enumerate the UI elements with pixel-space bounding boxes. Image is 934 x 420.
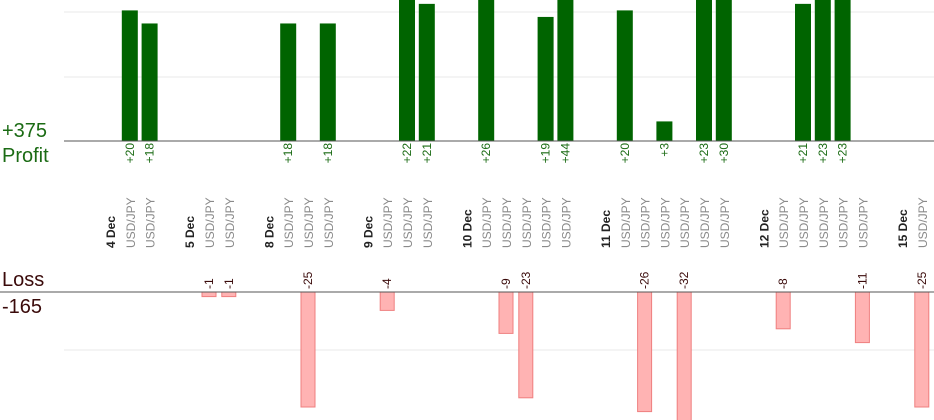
pair-label: USD/JPY <box>223 197 237 248</box>
loss-value-label: -1 <box>222 278 236 289</box>
loss-value-label: -32 <box>677 271 691 289</box>
pair-label: USD/JPY <box>520 197 534 248</box>
loss-bar <box>221 291 237 298</box>
profit-label: Profit <box>2 145 49 167</box>
loss-bar <box>518 291 534 399</box>
profit-bar <box>814 0 831 142</box>
loss-bar <box>676 291 692 420</box>
pair-label: USD/JPY <box>619 197 633 248</box>
profit-value-label: +21 <box>420 143 434 164</box>
loss-bar <box>775 291 791 330</box>
pair-label: USD/JPY <box>203 197 217 248</box>
loss-value-label: -26 <box>638 271 652 289</box>
loss-bar <box>201 291 217 298</box>
date-label: 10 Dec <box>460 209 474 248</box>
profit-bar <box>557 0 574 141</box>
profit-bar <box>656 121 673 141</box>
loss-value-label: -9 <box>499 278 513 289</box>
profit-bar <box>696 0 712 142</box>
loss-value-label: -8 <box>776 278 790 289</box>
loss-value-label: -11 <box>855 272 869 289</box>
loss-bar <box>379 291 395 311</box>
date-label: 4 Dec <box>104 216 118 248</box>
pair-label: USD/JPY <box>540 197 554 248</box>
profit-bar <box>418 3 435 142</box>
profit-bar <box>141 23 158 141</box>
profit-value-label: +18 <box>281 143 295 164</box>
pair-label: USD/JPY <box>302 197 316 248</box>
pair-label: USD/JPY <box>678 197 692 248</box>
pair-label: USD/JPY <box>322 197 336 248</box>
loss-value-label: -4 <box>380 278 394 289</box>
pair-label: USD/JPY <box>837 197 851 248</box>
profit-value-label: +26 <box>479 143 493 164</box>
profit-total-label: +375 <box>2 120 48 142</box>
date-label: 15 Dec <box>896 209 910 248</box>
profit-bar <box>616 10 633 142</box>
pair-label: USD/JPY <box>916 197 930 248</box>
date-label: 12 Dec <box>757 209 771 248</box>
date-label: 9 Dec <box>361 216 375 248</box>
pair-label: USD/JPY <box>777 197 791 248</box>
pair-label: USD/JPY <box>639 197 653 248</box>
pair-label: USD/JPY <box>559 197 573 248</box>
pair-label: USD/JPY <box>718 197 732 248</box>
loss-bar <box>637 291 653 413</box>
pair-label: USD/JPY <box>401 197 415 248</box>
profit-bar <box>478 0 495 141</box>
date-label: 11 Dec <box>599 210 613 248</box>
pair-label: USD/JPY <box>282 197 296 248</box>
loss-bar <box>854 291 870 344</box>
profit-value-label: +21 <box>796 143 810 164</box>
profit-value-label: +22 <box>400 143 414 164</box>
profit-value-label: +30 <box>717 143 731 164</box>
pair-label: USD/JPY <box>421 197 435 248</box>
profit-bar <box>537 16 554 141</box>
pair-label: USD/JPY <box>480 197 494 248</box>
profit-value-label: +23 <box>836 143 850 164</box>
profit-value-label: +20 <box>123 143 137 164</box>
loss-bar <box>300 291 316 408</box>
date-label: 8 Dec <box>262 216 276 248</box>
profit-bar <box>715 0 732 141</box>
loss-bar <box>914 291 930 408</box>
profit-value-label: +23 <box>816 143 830 164</box>
profit-value-label: +20 <box>618 143 632 164</box>
loss-value-label: -1 <box>202 278 216 289</box>
profit-bar <box>280 23 297 141</box>
loss-total-label: -165 <box>2 296 43 318</box>
profit-bar <box>319 23 336 141</box>
loss-label: Loss <box>2 269 45 291</box>
loss-value-label: -23 <box>519 271 533 289</box>
profit-bar <box>121 10 138 142</box>
profit-value-label: +3 <box>657 143 671 157</box>
profit-value-label: +19 <box>539 143 553 164</box>
pair-label: USD/JPY <box>124 197 138 248</box>
profit-value-label: +23 <box>697 143 711 164</box>
pair-label: USD/JPY <box>381 197 395 248</box>
pair-label: USD/JPY <box>658 197 672 248</box>
profit-bar <box>399 0 415 142</box>
pair-label: USD/JPY <box>856 197 870 248</box>
profit-value-label: +44 <box>558 143 572 164</box>
pair-label: USD/JPY <box>817 197 831 248</box>
pair-label: USD/JPY <box>698 197 712 248</box>
profit-value-label: +18 <box>321 143 335 164</box>
loss-value-label: -25 <box>301 271 315 289</box>
date-label: 5 Dec <box>183 216 197 248</box>
profit-value-label: +18 <box>143 143 157 164</box>
pair-label: USD/JPY <box>500 197 514 248</box>
loss-bar <box>498 291 514 334</box>
profit-bar <box>834 0 851 142</box>
profit-bar <box>795 3 811 142</box>
loss-value-label: -25 <box>915 271 929 289</box>
pair-label: USD/JPY <box>144 197 158 248</box>
pair-label: USD/JPY <box>797 197 811 248</box>
